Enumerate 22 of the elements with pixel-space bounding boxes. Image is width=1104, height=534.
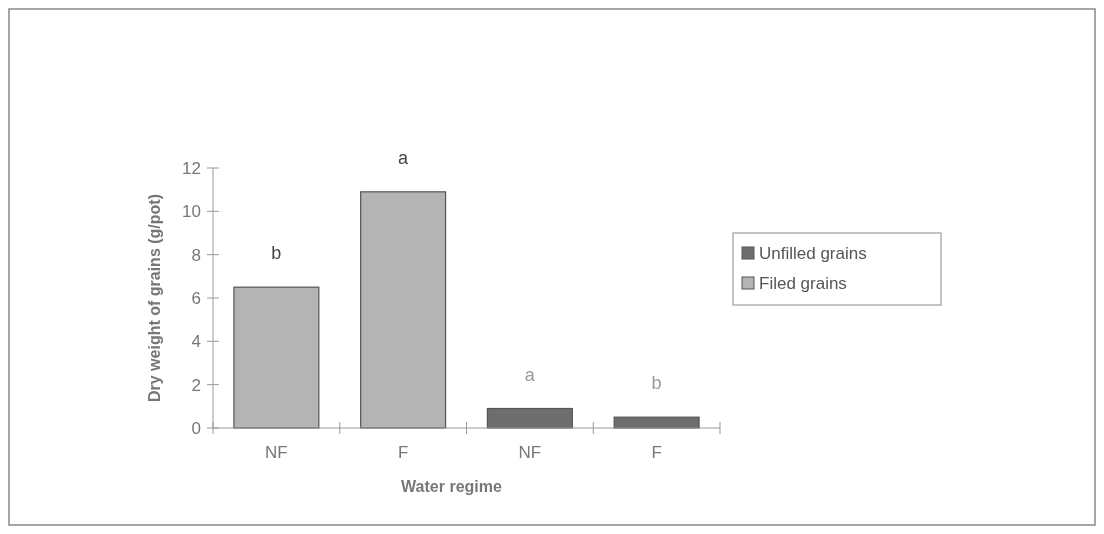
bar — [233, 286, 320, 429]
y-tick-label: 2 — [191, 375, 201, 395]
annotation: b — [271, 243, 282, 264]
x-tick-label: F — [651, 443, 662, 462]
legend-label: Filed grains — [759, 273, 847, 293]
x-tick-label: NF — [265, 443, 288, 462]
y-tick-label: 0 — [191, 418, 201, 438]
bar — [486, 407, 573, 429]
x-tick-label: F — [397, 443, 409, 462]
annotation: b — [651, 373, 662, 394]
x-axis-title: Water regime — [401, 478, 502, 495]
legend-label: Unfilled grains — [759, 243, 867, 263]
y-tick-label: 12 — [182, 158, 201, 178]
y-tick-label: 6 — [191, 288, 201, 308]
bar — [360, 191, 447, 429]
y-tick-label: 10 — [182, 202, 201, 222]
y-tick-label: 8 — [191, 245, 201, 265]
annotation: a — [524, 364, 536, 385]
y-axis-title: Dry weight of grains (g/pot) — [146, 194, 163, 402]
text: a — [398, 147, 410, 168]
x-tick-label: NF — [518, 443, 542, 462]
y-tick-label: 4 — [191, 332, 201, 352]
